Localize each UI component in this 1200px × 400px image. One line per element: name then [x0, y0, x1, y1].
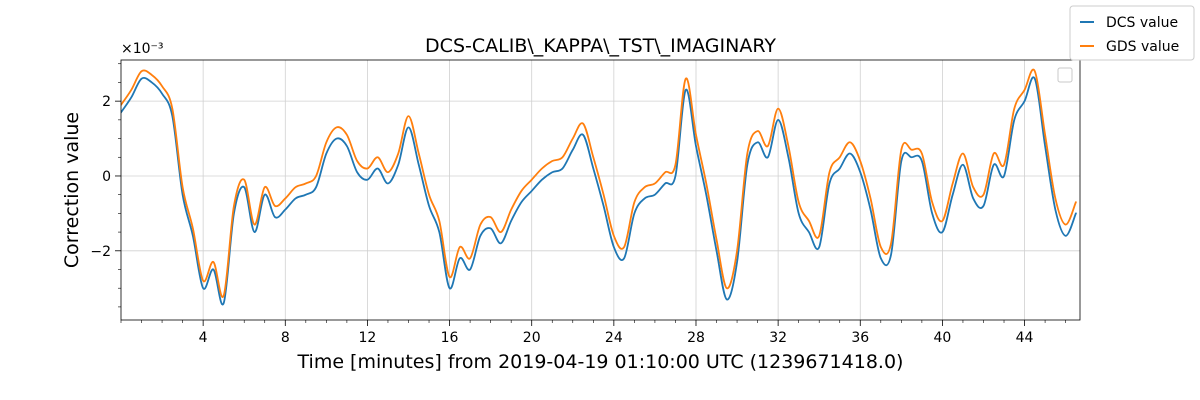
series-line-dcs-value: [121, 76, 1077, 306]
y-scale-label: ×10⁻³: [121, 41, 164, 57]
legend-label-gds-value: GDS value: [1106, 39, 1179, 55]
y-tick-label: −2: [90, 244, 111, 260]
plot-lines: [121, 68, 1077, 306]
legend-label-dcs-value: DCS value: [1106, 15, 1178, 31]
y-axis-title: Correction value: [61, 112, 83, 268]
x-tick-label: 12: [359, 330, 377, 346]
legend: DCS value GDS value: [1069, 5, 1195, 61]
grid: [121, 60, 1080, 320]
x-tick-label: 32: [769, 330, 787, 346]
x-tick-label: 40: [933, 330, 951, 346]
x-tick-label: 24: [605, 330, 623, 346]
x-tick-label: 4: [199, 330, 208, 346]
y-tick-label: 2: [102, 94, 111, 110]
x-tick-label: 8: [281, 330, 290, 346]
axes-frame: [120, 59, 1081, 321]
empty-legend-box: [1057, 67, 1073, 83]
ticks: 4 8 12 16 20 24 28 32 36 40 44 −2 0 2: [90, 63, 1066, 346]
legend-frame: [1069, 5, 1195, 61]
x-tick-label: 20: [523, 330, 541, 346]
x-tick-label: 36: [851, 330, 869, 346]
chart-title: DCS-CALIB\_KAPPA\_TST\_IMAGINARY: [425, 35, 776, 57]
x-tick-label: 28: [687, 330, 705, 346]
x-axis-title: Time [minutes] from 2019-04-19 01:10:00 …: [297, 351, 904, 373]
x-tick-label: 16: [441, 330, 459, 346]
x-tick-label: 44: [1016, 330, 1034, 346]
y-tick-label: 0: [102, 169, 111, 185]
series-line-gds-value: [121, 68, 1077, 298]
